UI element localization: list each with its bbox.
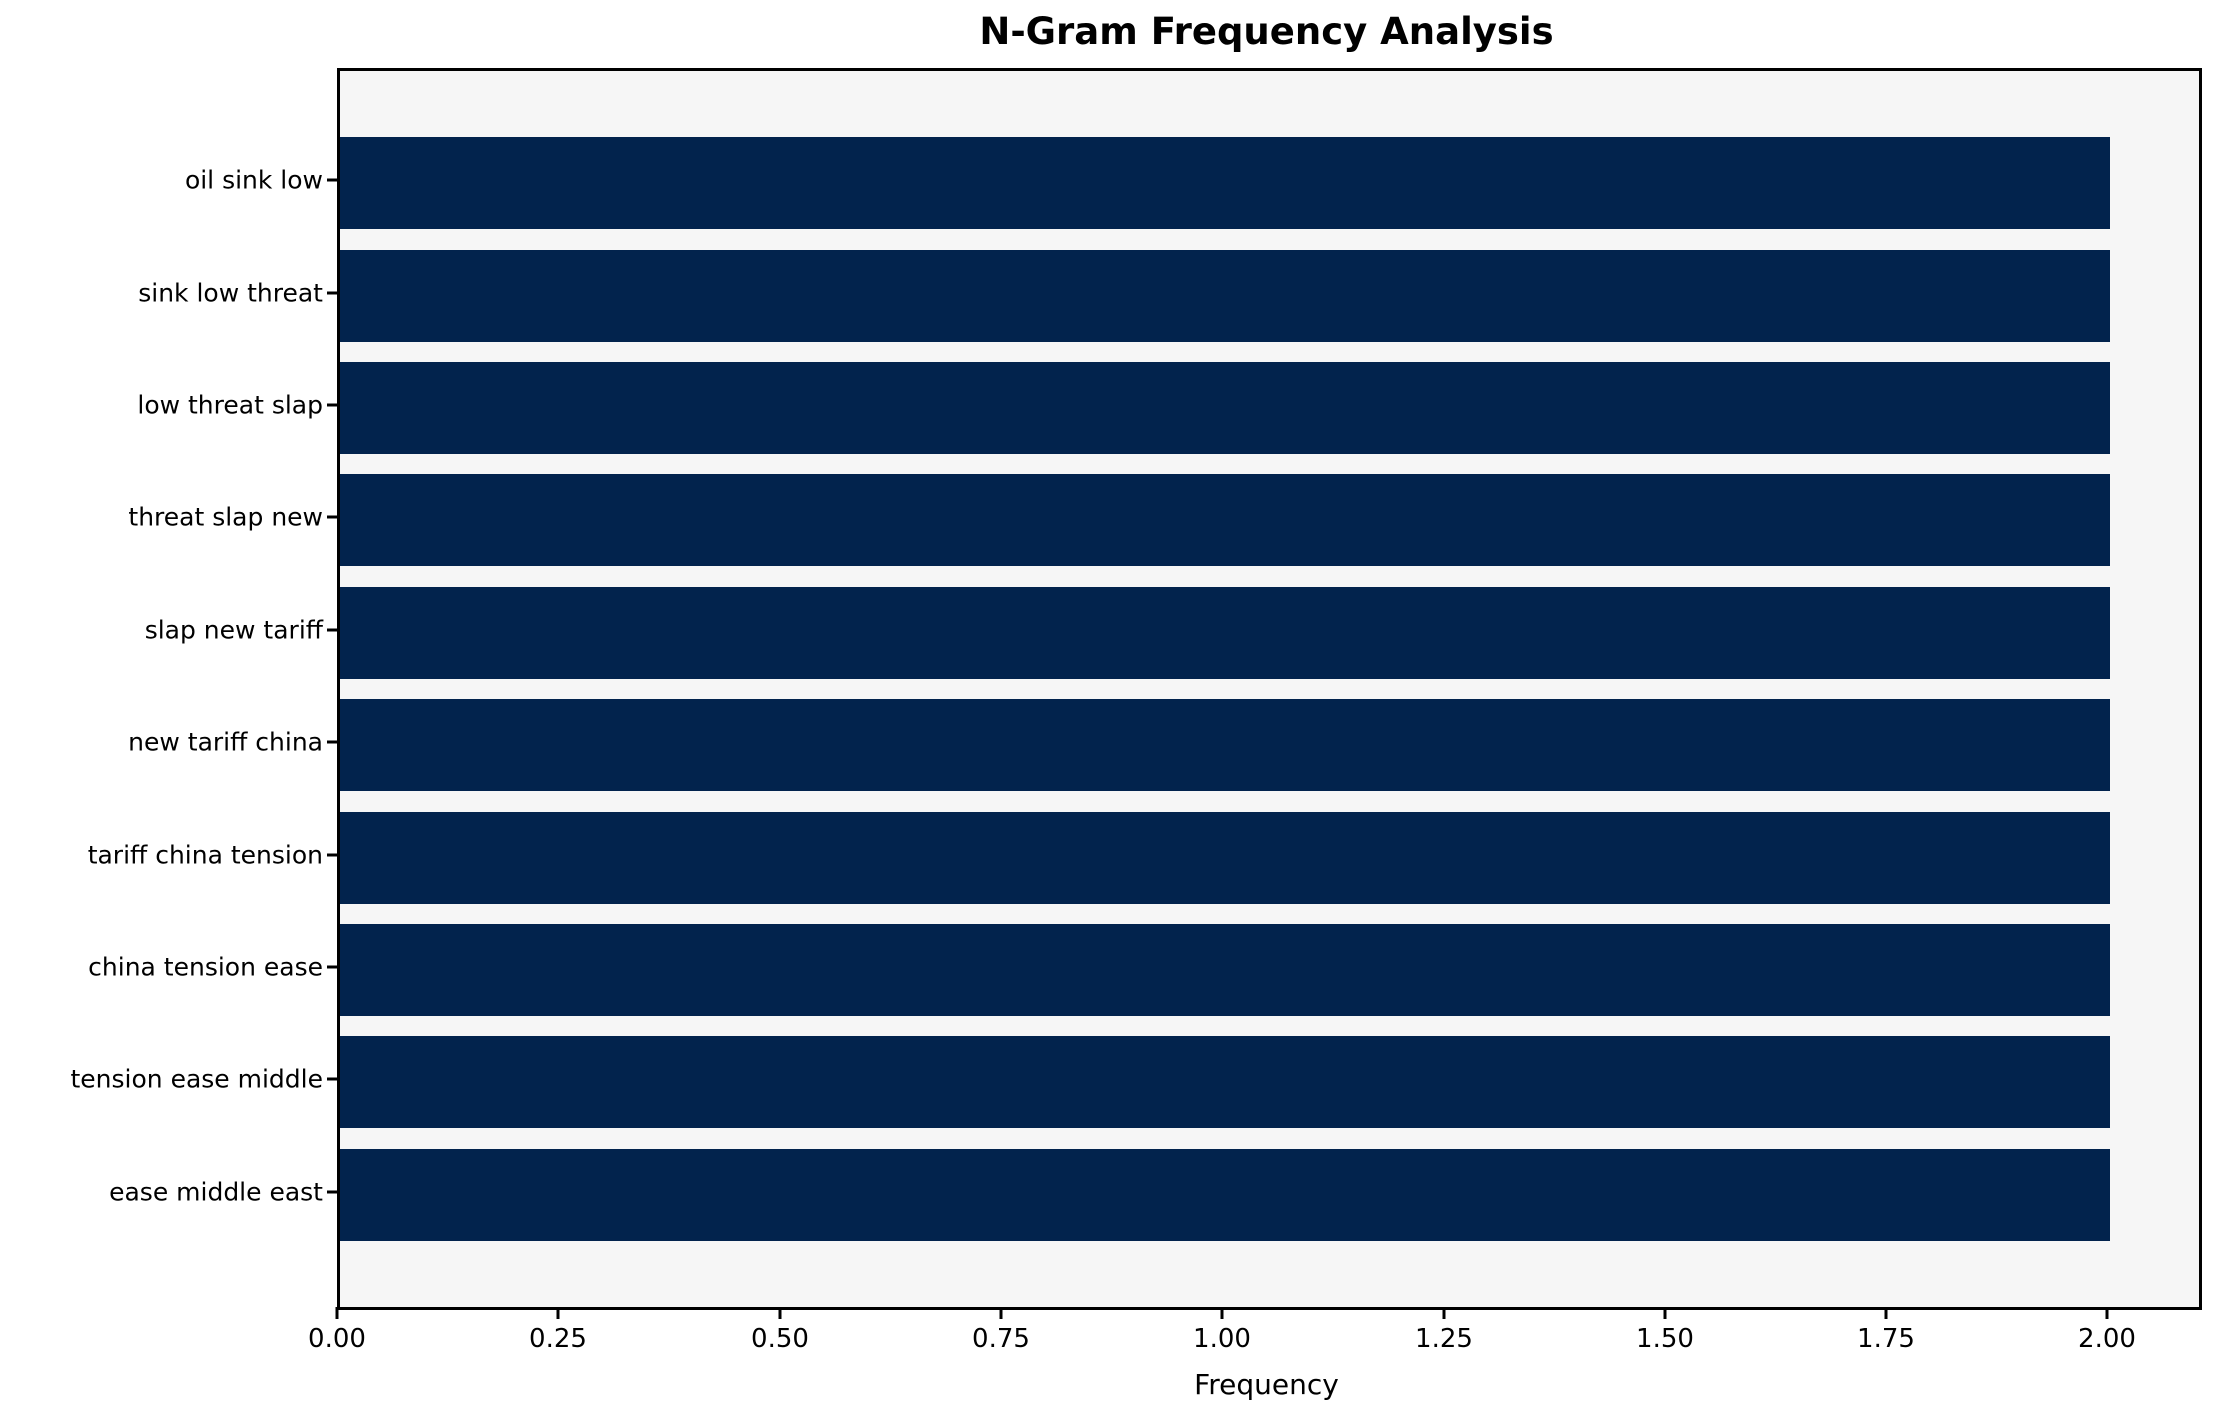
bar-new-tariff-china (340, 699, 2110, 791)
bar-tariff-china-tension (340, 812, 2110, 904)
y-tick-label: tariff china tension (87, 840, 323, 870)
x-axis-label: Frequency (1194, 1368, 1339, 1401)
y-tick-mark (327, 403, 337, 407)
x-tick-label: 0.50 (751, 1324, 809, 1354)
y-tick-label: sink low threat (138, 278, 323, 308)
bar-slap-new-tariff (340, 587, 2110, 679)
y-tick-label: new tariff china (128, 727, 323, 757)
y-tick-mark (327, 515, 337, 519)
x-tick-label: 0.25 (529, 1324, 587, 1354)
bar-low-threat-slap (340, 362, 2110, 454)
x-tick-mark (2105, 1307, 2109, 1319)
x-tick-label: 1.75 (1857, 1324, 1915, 1354)
bar-threat-slap-new (340, 474, 2110, 566)
bar-ease-middle-east (340, 1149, 2110, 1241)
x-tick-mark (999, 1307, 1003, 1319)
plot-area (337, 68, 2202, 1310)
y-tick-label: threat slap new (128, 502, 323, 532)
y-tick-label: china tension ease (88, 952, 323, 982)
x-tick-mark (778, 1307, 782, 1319)
y-tick-mark (327, 1077, 337, 1081)
x-tick-mark (556, 1307, 560, 1319)
x-tick-label: 1.25 (1415, 1324, 1473, 1354)
x-tick-label: 1.50 (1636, 1324, 1694, 1354)
y-tick-label: ease middle east (109, 1177, 323, 1207)
x-tick-mark (335, 1307, 339, 1319)
y-tick-mark (327, 291, 337, 295)
y-tick-mark (327, 965, 337, 969)
x-tick-mark (1884, 1307, 1888, 1319)
y-tick-mark (327, 740, 337, 744)
y-tick-label: oil sink low (184, 165, 323, 195)
x-tick-mark (1663, 1307, 1667, 1319)
y-tick-label: slap new tariff (144, 615, 323, 645)
x-tick-label: 1.00 (1193, 1324, 1251, 1354)
y-tick-label: low threat slap (137, 390, 323, 420)
x-tick-mark (1220, 1307, 1224, 1319)
y-tick-label: tension ease middle (70, 1064, 323, 1094)
y-tick-mark (327, 628, 337, 632)
chart-title: N-Gram Frequency Analysis (979, 10, 1554, 53)
x-tick-mark (1442, 1307, 1446, 1319)
bar-tension-ease-middle (340, 1036, 2110, 1128)
y-tick-mark (327, 178, 337, 182)
bar-oil-sink-low (340, 137, 2110, 229)
y-tick-mark (327, 1190, 337, 1194)
bar-sink-low-threat (340, 250, 2110, 342)
y-tick-mark (327, 853, 337, 857)
x-tick-label: 2.00 (2078, 1324, 2136, 1354)
x-tick-label: 0.00 (308, 1324, 366, 1354)
bar-china-tension-ease (340, 924, 2110, 1016)
x-tick-label: 0.75 (972, 1324, 1030, 1354)
